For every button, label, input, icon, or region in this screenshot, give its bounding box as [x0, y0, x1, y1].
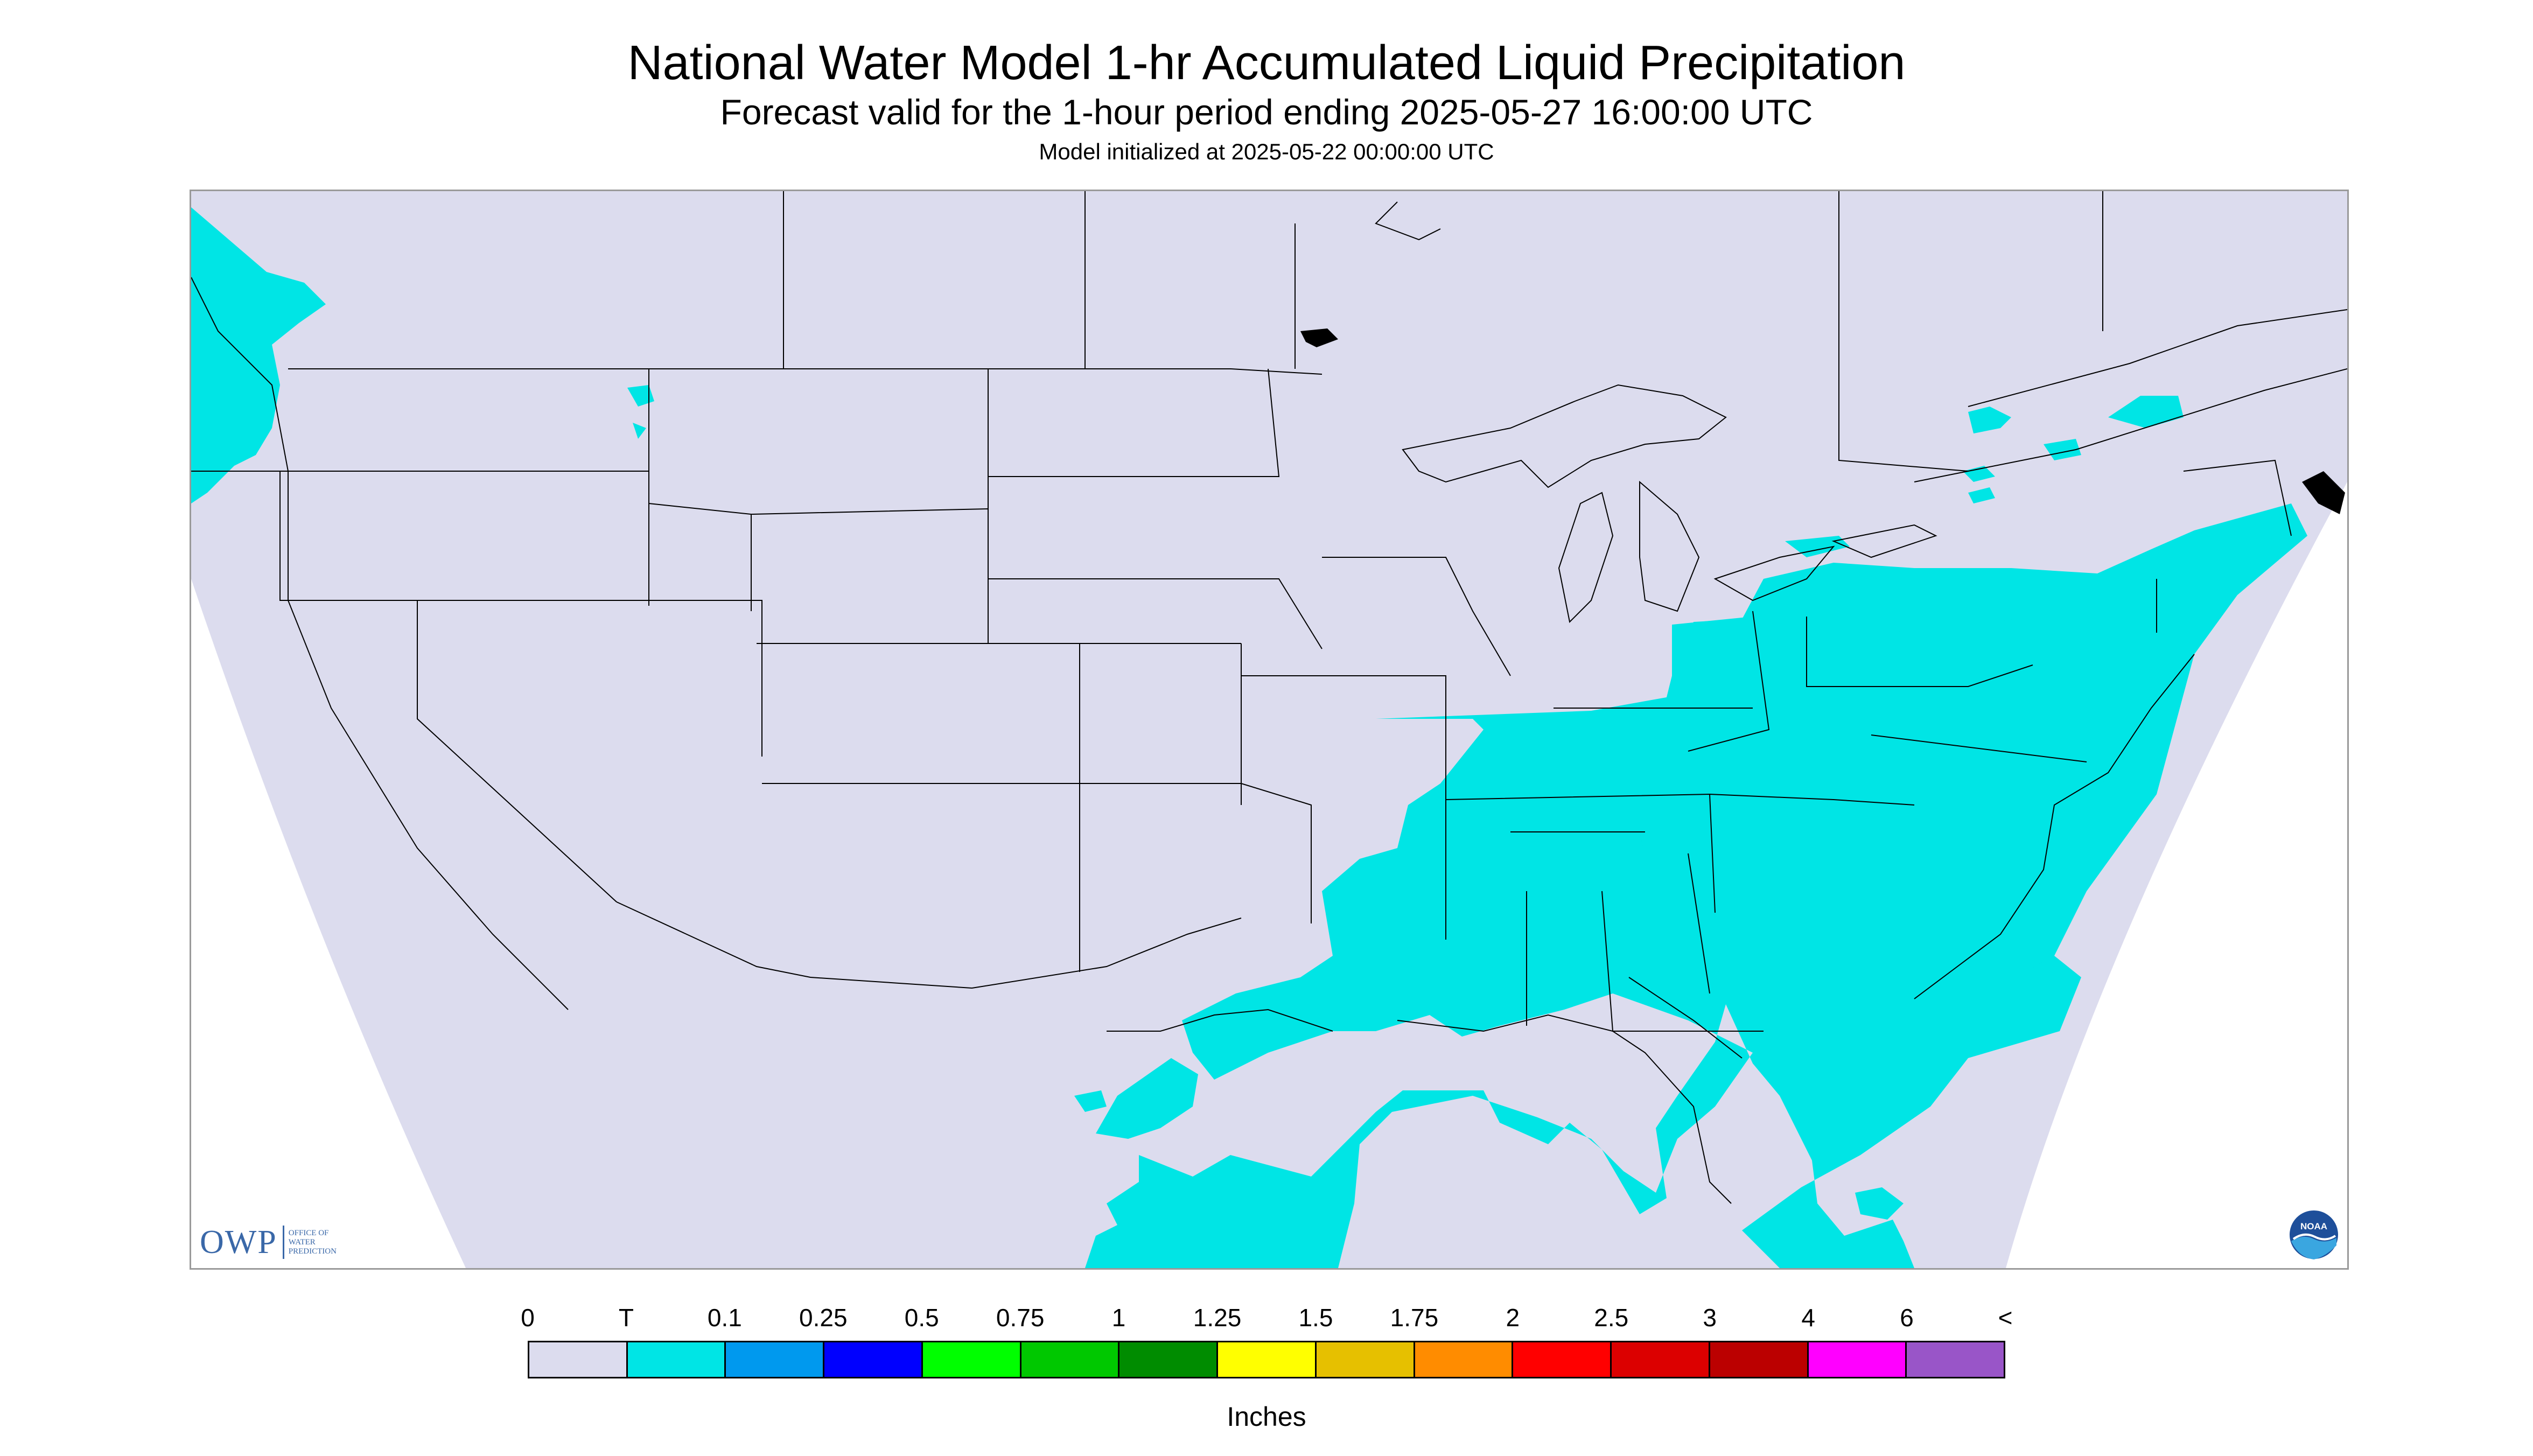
owp-logo-line: WATER — [288, 1237, 316, 1247]
legend-tick-label: 6 — [1900, 1304, 1914, 1332]
map-canvas — [191, 191, 2347, 1268]
islands — [1300, 328, 2345, 514]
precip-pacific-northwest — [191, 207, 326, 503]
legend-tick-label: 1.75 — [1390, 1304, 1439, 1332]
owp-logo-line: PREDICTION — [288, 1247, 337, 1256]
legend-tick-label: < — [1998, 1304, 2013, 1332]
owp-logo-line: OFFICE OF — [288, 1228, 329, 1237]
legend-tick-label: 0.1 — [707, 1304, 742, 1332]
political-boundaries — [191, 191, 2347, 1059]
legend-tick-label: 2.5 — [1594, 1304, 1629, 1332]
coastlines — [191, 201, 2195, 1204]
legend-swatch — [1218, 1342, 1317, 1377]
legend-swatch — [1415, 1342, 1514, 1377]
precip-ontario-patches — [1785, 407, 2011, 557]
legend-tick-label: 1 — [1111, 1304, 1126, 1332]
noaa-logo-text: NOAA — [2300, 1221, 2327, 1231]
noaa-logo: NOAA — [2287, 1208, 2340, 1261]
owp-logo: OWP OFFICE OF WATER PREDICTION — [200, 1223, 364, 1262]
precip-ne-quebec — [2044, 396, 2184, 460]
owp-logo-divider — [282, 1226, 284, 1259]
legend-tick-label: 0.75 — [996, 1304, 1045, 1332]
precip-colorbar — [528, 1341, 2005, 1378]
legend-tick-labels: 0 T 0.1 0.25 0.5 0.75 1 1.25 1.5 1.75 2 2.5 3 4 6 < — [521, 1303, 2012, 1333]
legend-swatch — [627, 1342, 726, 1377]
precip-montana-speck — [627, 385, 654, 439]
legend-swatch — [1119, 1342, 1219, 1377]
precip-bahamas-patch — [1855, 1187, 1904, 1220]
legend-tick-label: 1.5 — [1298, 1304, 1333, 1332]
legend-tick-label: 3 — [1703, 1304, 1717, 1332]
precip-ohio-valley — [1672, 576, 2033, 676]
legend-tick-label: 4 — [1801, 1304, 1815, 1332]
legend-swatch — [1907, 1342, 2004, 1377]
owp-logo-subtitle: OFFICE OF WATER PREDICTION — [289, 1229, 364, 1256]
legend-swatch — [1710, 1342, 1809, 1377]
legend-swatch — [726, 1342, 825, 1377]
legend-swatch — [922, 1342, 1021, 1377]
legend-tick-label: T — [618, 1304, 634, 1332]
precip-texas-coast — [1074, 1058, 1198, 1139]
legend-swatch — [529, 1342, 628, 1377]
legend-swatch — [1808, 1342, 1907, 1377]
legend-swatch — [1612, 1342, 1710, 1377]
legend-swatch — [824, 1342, 923, 1377]
precip-trace-areas — [191, 207, 2307, 1268]
legend-swatch — [1021, 1342, 1120, 1377]
legend-tick-label: 0.25 — [799, 1304, 848, 1332]
legend-tick-label: 1.25 — [1193, 1304, 1242, 1332]
legend-tick-label: 0.5 — [904, 1304, 939, 1332]
legend-tick-label: 2 — [1506, 1304, 1520, 1332]
page-title: National Water Model 1-hr Accumulated Li… — [627, 36, 1906, 90]
precip-gulf-coast — [1516, 740, 2108, 1139]
forecast-valid-subtitle: Forecast valid for the 1-hour period end… — [720, 92, 1813, 132]
legend-swatch — [1513, 1342, 1612, 1377]
precipitation-map[interactable]: OWP OFFICE OF WATER PREDICTION NOAA — [190, 190, 2349, 1270]
legend-tick-label: 0 — [521, 1304, 535, 1332]
model-init-line: Model initialized at 2025-05-22 00:00:00… — [1039, 139, 1494, 164]
legend-units: Inches — [1227, 1402, 1306, 1432]
owp-logo-letters: OWP — [200, 1223, 277, 1261]
legend-swatch — [1316, 1342, 1415, 1377]
